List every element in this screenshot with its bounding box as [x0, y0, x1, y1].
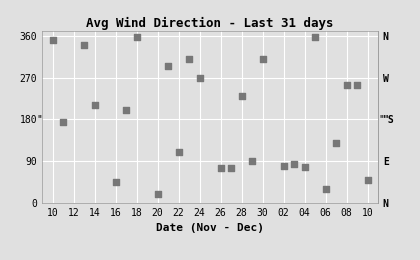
Point: [91, 103, 98, 107]
Point: [112, 180, 119, 184]
Point: [259, 57, 266, 61]
Point: [186, 57, 192, 61]
Point: [154, 191, 161, 196]
Point: [81, 43, 87, 47]
Title: Avg Wind Direction - Last 31 days: Avg Wind Direction - Last 31 days: [86, 17, 334, 30]
Point: [196, 75, 203, 80]
Point: [175, 150, 182, 154]
Point: [312, 35, 318, 39]
Point: [291, 162, 297, 166]
Point: [228, 166, 234, 170]
Point: [249, 159, 255, 163]
X-axis label: Date (Nov - Dec): Date (Nov - Dec): [156, 223, 264, 233]
Point: [301, 165, 308, 169]
Point: [60, 120, 66, 124]
Point: [333, 140, 339, 145]
Point: [123, 108, 129, 112]
Point: [165, 64, 171, 68]
Point: [238, 94, 245, 98]
Point: [217, 166, 224, 170]
Point: [354, 82, 360, 87]
Point: [49, 38, 56, 43]
Text: ": ": [378, 114, 384, 124]
Point: [133, 35, 140, 39]
Text: ": ": [36, 114, 42, 124]
Point: [364, 178, 371, 182]
Point: [280, 164, 287, 168]
Point: [322, 187, 329, 191]
Point: [343, 82, 350, 87]
